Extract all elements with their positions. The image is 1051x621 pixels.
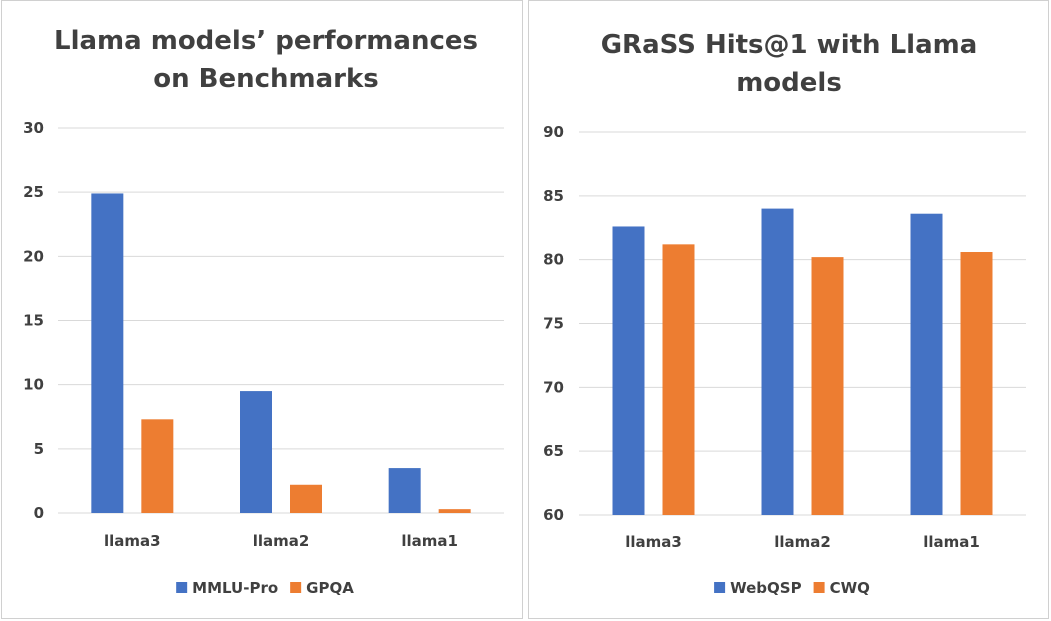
legend-swatch-mmlu-pro — [176, 582, 188, 593]
y-tick-label: 85 — [543, 187, 564, 205]
y-tick-label: 0 — [34, 504, 44, 522]
legend-swatch-gpqa — [290, 582, 302, 593]
legend-label: WebQSP — [730, 579, 801, 597]
chart-grass-hits: GRaSS Hits@1 with Llama models 60 65 70 75 80 8… — [543, 30, 1026, 597]
x-category-label: llama3 — [625, 533, 682, 551]
bar-mmlu-pro-llama3 — [91, 193, 124, 513]
bar-webqsp-llama2 — [761, 208, 794, 515]
y-tick-label: 90 — [543, 123, 564, 141]
chart-title-line: GRaSS Hits@1 with Llama — [601, 30, 978, 60]
bar-cwq-llama2 — [811, 257, 844, 515]
x-category-label: llama1 — [401, 532, 458, 550]
legend: WebQSP CWQ — [714, 579, 870, 597]
chart-title-line: models — [736, 68, 842, 98]
y-tick-label: 20 — [23, 247, 44, 265]
bar-mmlu-pro-llama2 — [240, 391, 272, 513]
chart-panel-benchmarks: Llama models’ performances on Benchmarks 0… — [1, 0, 523, 619]
legend-label: GPQA — [306, 579, 354, 597]
legend-swatch-webqsp — [714, 582, 726, 593]
bar-cwq-llama3 — [662, 244, 695, 515]
bar-webqsp-llama1 — [910, 213, 943, 515]
bar-gpqa-llama3 — [141, 419, 174, 513]
y-tick-label: 65 — [543, 442, 564, 460]
x-category-label: llama1 — [923, 533, 980, 551]
x-category-label: llama2 — [253, 532, 310, 550]
bar-gpqa-llama2 — [290, 484, 322, 513]
bar-cwq-llama1 — [960, 252, 993, 516]
y-tick-label: 75 — [543, 315, 564, 333]
y-tick-label: 80 — [543, 251, 564, 269]
y-tick-label: 70 — [543, 378, 564, 396]
legend-swatch-cwq — [813, 582, 825, 593]
bar-gpqa-llama1 — [438, 509, 471, 513]
bar-webqsp-llama3 — [612, 226, 645, 515]
legend: MMLU-Pro GPQA — [176, 579, 354, 597]
chart-benchmarks: Llama models’ performances on Benchmarks 0… — [23, 26, 504, 597]
y-tick-label: 15 — [23, 312, 44, 330]
y-tick-label: 30 — [23, 119, 44, 137]
legend-label: MMLU-Pro — [192, 579, 278, 597]
chart-title-line: on Benchmarks — [153, 64, 379, 94]
x-category-label: llama2 — [774, 533, 831, 551]
y-tick-label: 10 — [23, 376, 44, 394]
legend-label: CWQ — [830, 579, 870, 597]
x-category-label: llama3 — [104, 532, 161, 550]
y-tick-label: 5 — [34, 440, 44, 458]
y-tick-label: 25 — [23, 183, 44, 201]
bar-mmlu-pro-llama1 — [388, 468, 421, 513]
chart-panel-grass-hits: GRaSS Hits@1 with Llama models 60 65 70 75 80 8… — [528, 0, 1049, 619]
chart-title-line: Llama models’ performances — [54, 26, 478, 56]
y-tick-label: 60 — [543, 506, 564, 524]
